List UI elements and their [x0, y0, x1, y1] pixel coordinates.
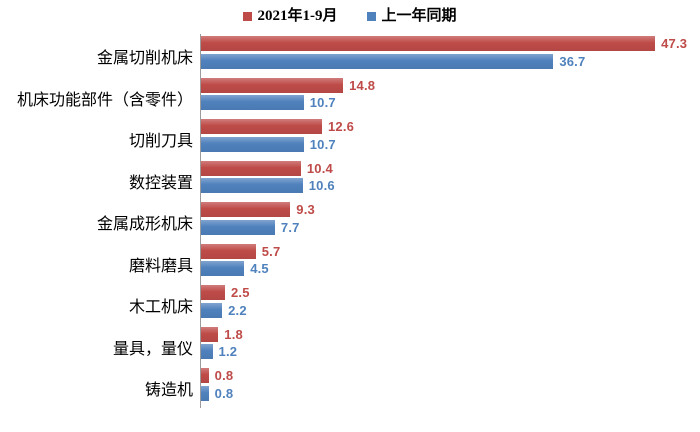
category-bars: 10.4 10.6: [200, 158, 692, 200]
category-label: 木工机床: [128, 299, 193, 317]
previous-period-value-label: 2.2: [228, 302, 247, 318]
category-bars: 47.3 36.7: [200, 34, 692, 76]
category-row: 铸造机 0.8 0.8: [0, 366, 692, 408]
category-bars: 12.6 10.7: [200, 117, 692, 159]
category-bars: 2.5 2.2: [200, 283, 692, 325]
previous-period-bar: [201, 219, 275, 235]
current-period-bar: [201, 36, 656, 51]
category-bars: 1.8 1.2: [200, 324, 692, 366]
previous-period-bar: [201, 344, 213, 359]
current-period-value-label: 12.6: [327, 119, 355, 134]
category-label: 金属成形机床: [96, 216, 193, 234]
current-period-bar: [201, 368, 209, 383]
bar-line-current-period: 47.3: [201, 36, 692, 51]
bar-line-previous-period: 7.7: [201, 219, 692, 235]
category-bars: 14.8 10.7: [200, 75, 692, 117]
previous-period-bar: [201, 95, 304, 110]
bar-line-previous-period: 2.2: [201, 302, 692, 318]
category-label: 铸造机: [144, 382, 193, 400]
legend-item-current-period: 2021年1-9月: [243, 8, 337, 24]
bar-line-current-period: 0.8: [201, 368, 692, 383]
legend-swatch-red: [243, 11, 253, 21]
previous-period-value-label: 10.7: [309, 136, 336, 152]
previous-period-bar: [201, 261, 245, 276]
previous-period-value-label: 1.2: [218, 344, 238, 359]
bar-line-current-period: 9.3: [201, 202, 692, 217]
category-row: 量具，量仪 1.8 1.2: [0, 324, 692, 366]
category-row: 机床功能部件（含零件） 14.8 10.7: [0, 75, 692, 117]
category-row: 磨料磨具 5.7 4.5: [0, 241, 692, 283]
category-row: 金属切削机床 47.3 36.7: [0, 34, 692, 76]
category-label: 数控装置: [128, 174, 193, 192]
bar-line-previous-period: 4.5: [201, 261, 692, 276]
category-label: 切削刀具: [128, 133, 193, 151]
category-label: 磨料磨具: [128, 257, 193, 275]
bar-line-current-period: 12.6: [201, 119, 692, 134]
current-period-bar: [201, 202, 291, 217]
current-period-value-label: 14.8: [349, 77, 376, 93]
bar-line-current-period: 5.7: [201, 243, 692, 259]
bar-line-previous-period: 1.2: [201, 344, 692, 359]
category-row: 切削刀具 12.6 10.7: [0, 117, 692, 159]
bar-line-previous-period: 10.7: [201, 95, 692, 110]
previous-period-value-label: 10.6: [308, 178, 335, 193]
category-bars: 5.7 4.5: [200, 241, 692, 283]
previous-period-bar: [201, 53, 554, 69]
bar-line-previous-period: 0.8: [201, 385, 692, 401]
bar-line-previous-period: 10.6: [201, 178, 692, 193]
bar-line-current-period: 10.4: [201, 160, 692, 176]
previous-period-bar: [201, 178, 303, 193]
previous-period-bar: [201, 385, 209, 401]
legend-swatch-blue: [367, 11, 377, 21]
current-period-value-label: 0.8: [214, 368, 234, 383]
previous-period-value-label: 36.7: [559, 53, 586, 69]
current-period-bar: [201, 285, 225, 300]
current-period-value-label: 10.4: [306, 160, 333, 176]
bar-line-current-period: 1.8: [201, 326, 692, 342]
category-row: 金属成形机床 9.3 7.7: [0, 200, 692, 242]
category-label: 金属切削机床: [96, 50, 193, 68]
previous-period-value-label: 10.7: [309, 95, 336, 110]
category-row: 木工机床 2.5 2.2: [0, 283, 692, 325]
previous-period-bar: [201, 136, 304, 152]
legend-item-previous-period: 上一年同期: [367, 8, 457, 24]
current-period-value-label: 5.7: [261, 243, 281, 259]
category-label: 机床功能部件（含零件）: [16, 91, 193, 109]
current-period-value-label: 47.3: [661, 36, 688, 51]
current-period-value-label: 1.8: [224, 326, 243, 342]
legend-label-previous-period: 上一年同期: [381, 8, 457, 24]
previous-period-value-label: 0.8: [214, 385, 234, 401]
previous-period-value-label: 7.7: [280, 219, 300, 235]
current-period-bar: [201, 243, 256, 259]
bar-line-current-period: 2.5: [201, 285, 692, 300]
current-period-value-label: 2.5: [231, 285, 250, 300]
category-bars: 0.8 0.8: [200, 366, 692, 408]
category-row: 数控装置 10.4 10.6: [0, 158, 692, 200]
category-label: 量具，量仪: [112, 340, 193, 358]
legend-label-current-period: 2021年1-9月: [257, 8, 338, 24]
bar-line-previous-period: 36.7: [201, 53, 692, 69]
current-period-bar: [201, 77, 344, 93]
previous-period-bar: [201, 302, 223, 318]
chart-legend: 2021年1-9月 上一年同期: [0, 6, 700, 26]
previous-period-value-label: 4.5: [250, 261, 269, 276]
chart-rows: 金属切削机床 47.3 36.7 机床功能部件（含零件） 14.8: [0, 34, 692, 408]
category-bars: 9.3 7.7: [200, 200, 692, 242]
current-period-bar: [201, 160, 301, 176]
current-period-bar: [201, 119, 322, 134]
current-period-value-label: 9.3: [296, 202, 315, 217]
bar-line-current-period: 14.8: [201, 77, 692, 93]
bar-line-previous-period: 10.7: [201, 136, 692, 152]
current-period-bar: [201, 326, 219, 342]
